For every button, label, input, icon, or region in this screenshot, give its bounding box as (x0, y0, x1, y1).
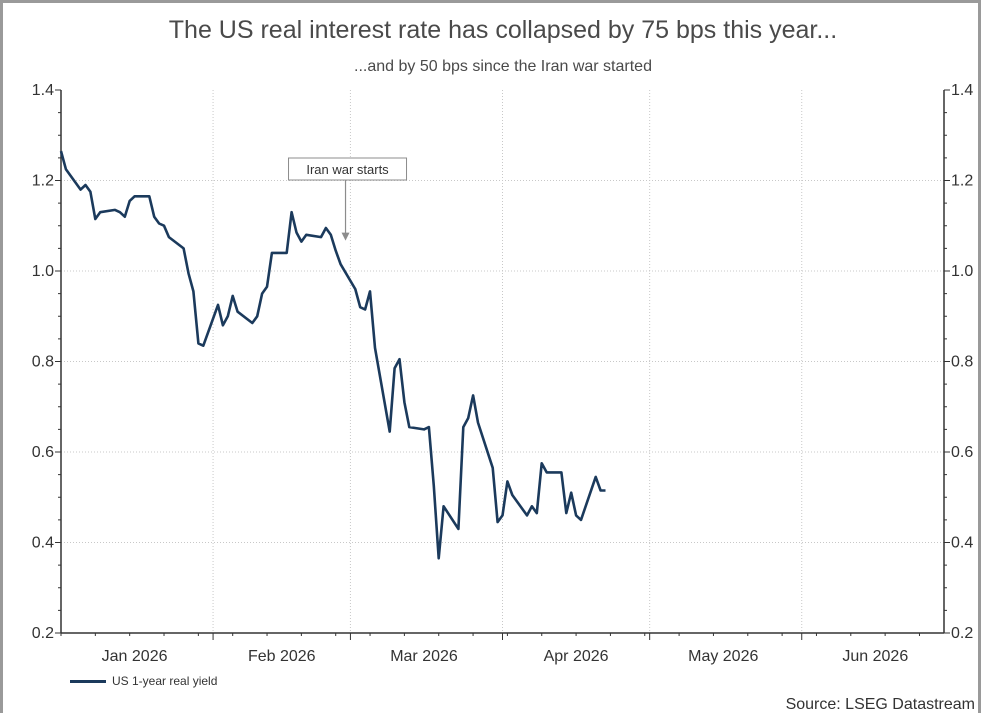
x-tick-label: Jan 2026 (102, 648, 168, 665)
series-line-us-1-year-real-yield (59, 150, 606, 560)
y-tick-label-right: 1.4 (951, 82, 973, 99)
x-tick-label: Mar 2026 (390, 648, 458, 665)
legend-swatch (70, 679, 106, 683)
y-tick-label-right: 1.2 (951, 173, 973, 190)
y-tick-label-right: 1.0 (951, 263, 973, 280)
grid-lines (61, 90, 944, 633)
y-tick-label-left: 0.6 (32, 444, 54, 461)
x-tick-label: Feb 2026 (248, 648, 316, 665)
chart-legend: US 1-year real yield (70, 673, 217, 689)
y-tick-label-left: 0.2 (32, 625, 54, 642)
y-tick-label-left: 1.4 (32, 82, 54, 99)
y-tick-label-right: 0.8 (951, 354, 973, 371)
y-tick-label-left: 1.2 (32, 173, 54, 190)
y-tick-label-left: 1.0 (32, 263, 54, 280)
annotation-arrow-head (341, 232, 350, 241)
annotation-label: Iran war starts (306, 162, 389, 177)
x-tick-label: Apr 2026 (544, 648, 609, 665)
y-tick-label-left: 0.8 (32, 354, 54, 371)
x-tick-label: Jun 2026 (842, 648, 908, 665)
legend-label: US 1-year real yield (112, 674, 218, 688)
y-tick-label-right: 0.4 (951, 535, 973, 552)
y-tick-label-right: 0.2 (951, 625, 973, 642)
source-note: Source: LSEG Datastream (785, 696, 975, 713)
annotation-box (288, 157, 408, 181)
x-tick-label: May 2026 (688, 648, 758, 665)
y-tick-label-right: 0.6 (951, 444, 973, 461)
annotation-iran-war: Iran war starts (288, 157, 408, 241)
y-tick-label-left: 0.4 (32, 535, 54, 552)
chart-title: The US real interest rate has collapsed … (168, 16, 838, 44)
chart-subtitle: ...and by 50 bps since the Iran war star… (354, 58, 652, 75)
